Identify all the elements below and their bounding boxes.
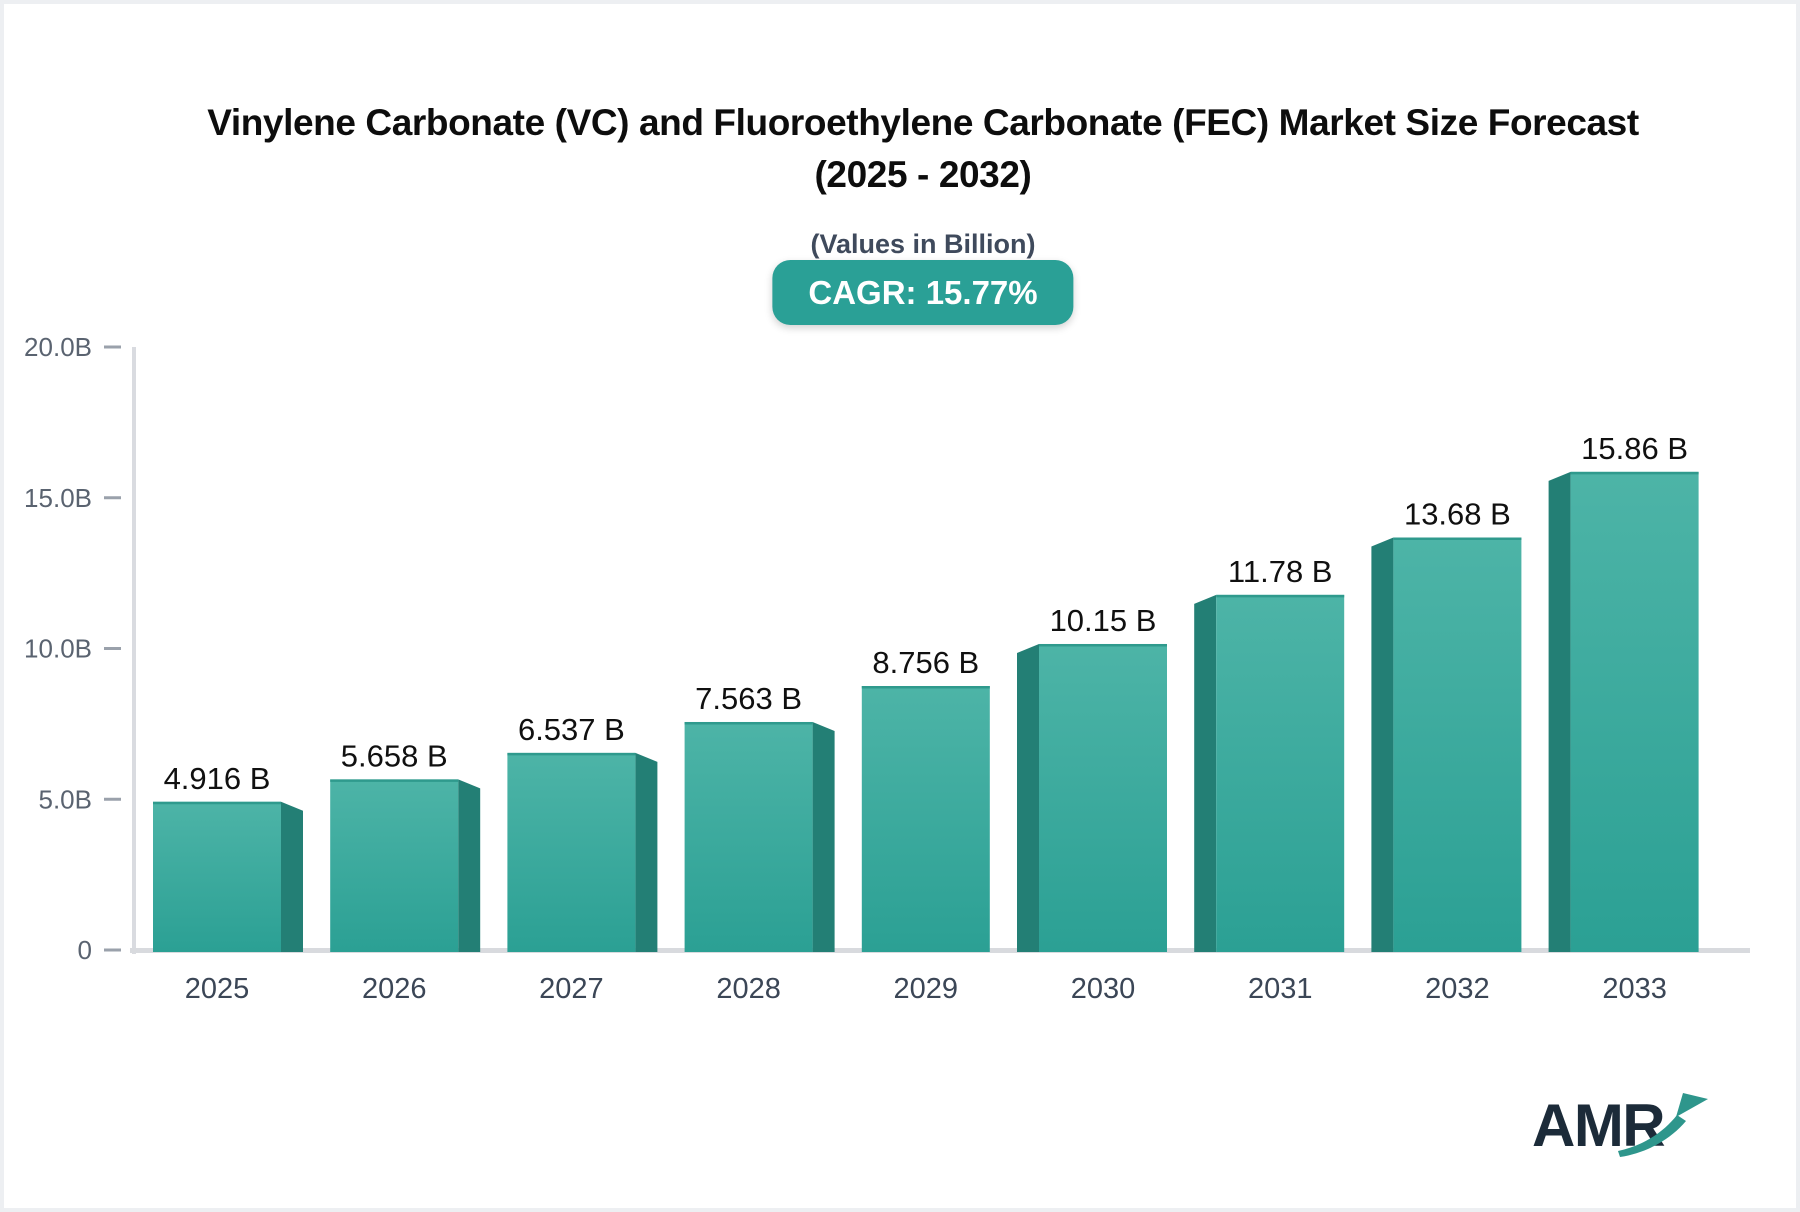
bar-2030[interactable]: 10.15 B — [1017, 603, 1167, 952]
chart-subtitle: (Values in Billion) — [810, 229, 1036, 259]
bar-front-face — [1216, 594, 1345, 952]
bar-value-label: 11.78 B — [1228, 554, 1333, 589]
bar-value-label: 13.68 B — [1404, 497, 1511, 532]
bar-front-face — [1570, 471, 1699, 952]
bar-side-face — [1017, 643, 1039, 952]
bar-2027[interactable]: 6.537 B — [507, 712, 658, 952]
chart-title-line1: Vinylene Carbonate (VC) and Fluoroethyle… — [207, 102, 1639, 143]
bar-2025[interactable]: 4.916 B — [153, 761, 303, 952]
bar-2031[interactable]: 11.78 B — [1194, 554, 1345, 952]
bar-side-face — [281, 801, 303, 952]
x-tick-label-2027: 2027 — [539, 973, 604, 1005]
bar-2026[interactable]: 5.658 B — [330, 738, 481, 952]
bar-front-face — [330, 779, 459, 952]
bar-value-label: 8.756 B — [872, 645, 979, 680]
bar-value-label: 5.658 B — [341, 738, 448, 773]
bar-2033[interactable]: 15.86 B — [1548, 431, 1699, 952]
y-tick-label-10.0B: 10.0B — [24, 634, 92, 664]
x-tick-label-2025: 2025 — [185, 973, 250, 1005]
bar-value-label: 6.537 B — [518, 712, 625, 747]
bar-front-face — [1039, 643, 1167, 952]
amr-logo: AMR — [1532, 1092, 1708, 1159]
bar-side-face — [812, 721, 835, 952]
y-axis-line — [132, 347, 136, 954]
x-tick-label-2031: 2031 — [1248, 973, 1313, 1005]
bar-front-face — [507, 752, 636, 952]
y-tick-label-5.0B: 5.0B — [39, 784, 93, 814]
bar-side-face — [1371, 537, 1394, 952]
trending-up-arrowhead-icon — [1676, 1093, 1708, 1117]
bar-2032[interactable]: 13.68 B — [1371, 497, 1522, 952]
bar-front-face — [684, 721, 813, 952]
y-tick-label-0: 0 — [78, 935, 92, 965]
x-tick-label-2029: 2029 — [894, 973, 959, 1005]
bar-front-face — [153, 801, 281, 952]
bar-side-face — [635, 752, 658, 952]
bar-side-face — [1548, 471, 1571, 952]
y-tick-label-15.0B: 15.0B — [24, 483, 92, 513]
x-tick-label-2028: 2028 — [716, 973, 781, 1005]
bar-value-label: 4.916 B — [164, 761, 271, 796]
bar-chart-svg: 20.0B 15.0B 10.0B 5.0B 0 4.916 B 2025 5.658 B 20… — [24, 332, 1750, 1005]
bar-side-face — [1194, 594, 1217, 952]
cagr-badge: CAGR: 15.77% — [772, 260, 1074, 325]
x-tick-label-2026: 2026 — [362, 973, 427, 1005]
x-tick-label-2030: 2030 — [1071, 973, 1136, 1005]
bar-2029[interactable]: 8.756 B — [861, 645, 990, 952]
x-tick-label-2033: 2033 — [1602, 973, 1667, 1005]
y-tick-label-20.0B: 20.0B — [24, 332, 92, 362]
bar-2028[interactable]: 7.563 B — [684, 681, 835, 952]
bar-value-label: 15.86 B — [1581, 431, 1688, 466]
trending-up-arrow-icon — [1618, 1115, 1686, 1157]
bar-value-label: 7.563 B — [695, 681, 802, 716]
bar-front-face — [1393, 537, 1522, 952]
chart-title-line2: (2025 - 2032) — [814, 154, 1032, 195]
x-tick-label-2032: 2032 — [1425, 973, 1490, 1005]
bar-value-label: 10.15 B — [1050, 603, 1157, 638]
bar-front-face — [861, 686, 990, 952]
bar-side-face — [458, 779, 481, 952]
